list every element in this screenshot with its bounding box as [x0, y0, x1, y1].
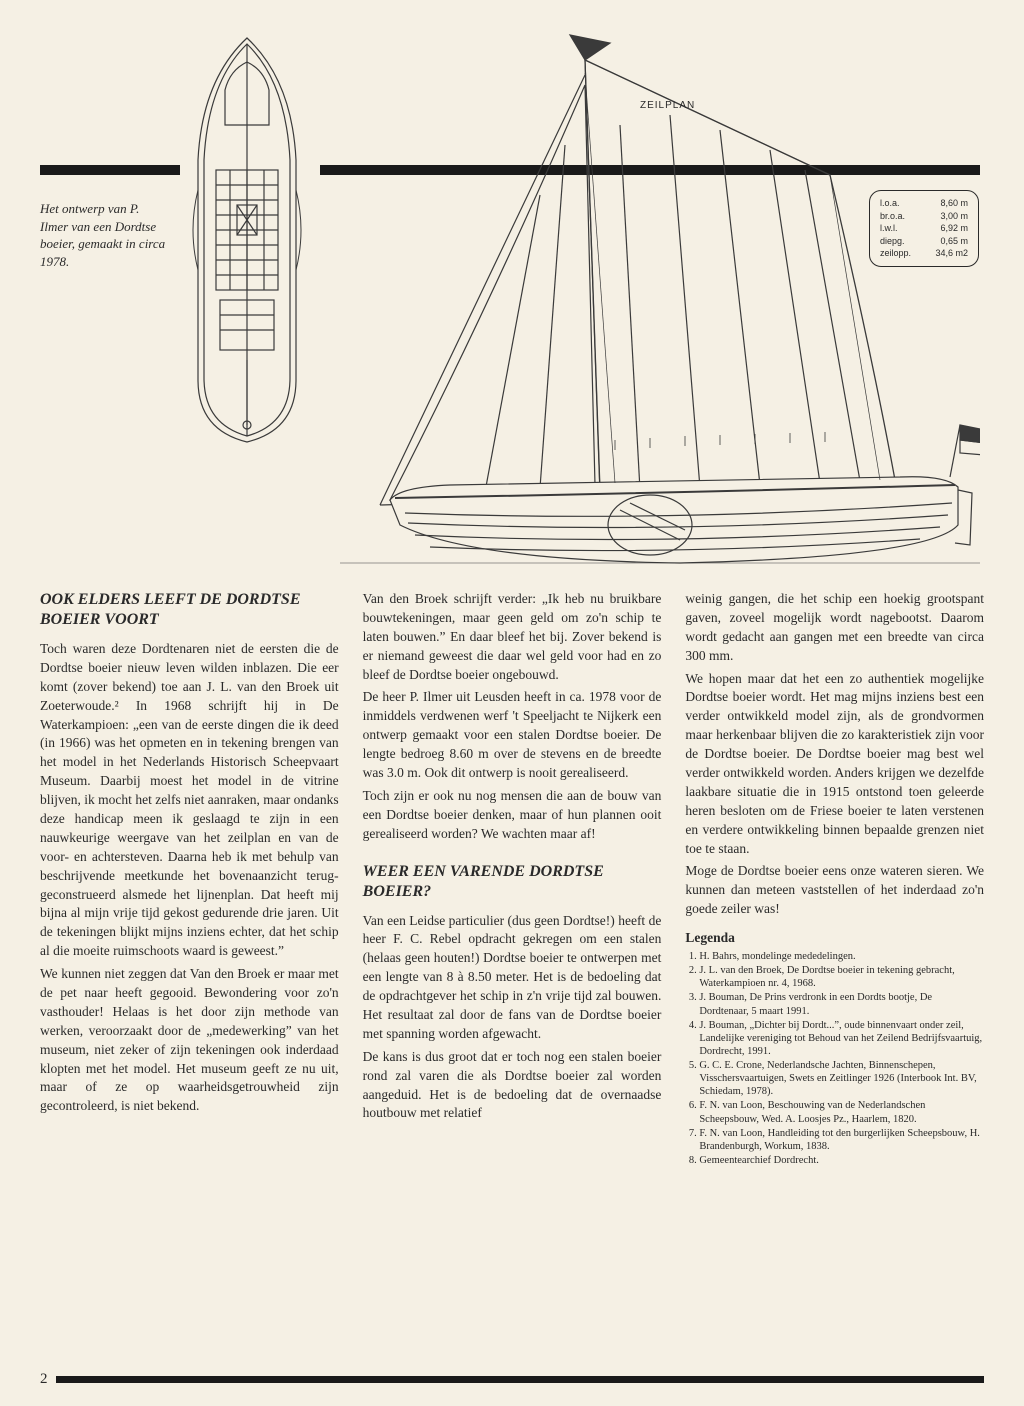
spec-value: 34,6 m2	[935, 247, 968, 260]
legenda-item: J. L. van den Broek, De Dordtse boeier i…	[699, 964, 984, 990]
spec-value: 3,00 m	[940, 210, 968, 223]
legenda-heading: Legenda	[685, 929, 984, 948]
article-body: OOK ELDERS LEEFT DE DORDTSE BOEIER VOORT…	[40, 590, 984, 1168]
spec-label: br.o.a.	[880, 210, 905, 223]
paragraph: Moge de Dordtse boeier eens onze wateren…	[685, 862, 984, 919]
horizontal-rule-left	[40, 165, 180, 175]
column-2: Van den Broek schrijft verder: „Ik heb n…	[363, 590, 662, 1168]
spec-label: diepg.	[880, 235, 905, 248]
paragraph: De kans is dus groot dat er toch nog een…	[363, 1048, 662, 1124]
specifications-box: l.o.a.8,60 m br.o.a.3,00 m l.w.l.6,92 m …	[869, 190, 979, 267]
spec-label: zeilopp.	[880, 247, 911, 260]
legenda-item: F. N. van Loon, Handleiding tot den burg…	[699, 1127, 984, 1153]
figure-area: Het ontwerp van P. Ilmer van een Dordtse…	[40, 20, 984, 580]
sail-plan-label: ZEILPLAN	[640, 100, 695, 111]
paragraph: Toch waren deze Dordtenaren niet de eers…	[40, 640, 339, 961]
page-footer: 2	[40, 1371, 984, 1388]
figure-caption: Het ontwerp van P. Ilmer van een Dordtse…	[40, 200, 170, 270]
legenda-list: H. Bahrs, mondelinge mededelingen. J. L.…	[685, 950, 984, 1167]
spec-value: 8,60 m	[940, 197, 968, 210]
paragraph: weinig gangen, die het schip een hoekig …	[685, 590, 984, 666]
paragraph: Van een Leidse particulier (dus geen Dor…	[363, 912, 662, 1044]
legenda-item: F. N. van Loon, Beschouwing van de Neder…	[699, 1099, 984, 1125]
paragraph: Toch zijn er ook nu nog mensen die aan d…	[363, 787, 662, 844]
column-3: weinig gangen, die het schip een hoekig …	[685, 590, 984, 1168]
paragraph: De heer P. Ilmer uit Leusden heeft in ca…	[363, 688, 662, 782]
legenda-item: H. Bahrs, mondelinge mededelingen.	[699, 950, 984, 963]
spec-value: 0,65 m	[940, 235, 968, 248]
paragraph: Van den Broek schrijft verder: „Ik heb n…	[363, 590, 662, 684]
section-heading: OOK ELDERS LEEFT DE DORDTSE BOEIER VOORT	[40, 590, 339, 630]
legenda-item: J. Bouman, „Dichter bij Dordt...”, oude …	[699, 1019, 984, 1058]
spec-value: 6,92 m	[940, 222, 968, 235]
spec-label: l.w.l.	[880, 222, 898, 235]
footer-rule	[56, 1376, 985, 1383]
column-1: OOK ELDERS LEEFT DE DORDTSE BOEIER VOORT…	[40, 590, 339, 1168]
page-number: 2	[40, 1371, 48, 1388]
deck-plan-drawing	[180, 30, 315, 450]
section-heading: WEER EEN VARENDE DORDTSE BOEIER?	[363, 862, 662, 902]
paragraph: We hopen maar dat het een zo authentiek …	[685, 670, 984, 859]
legenda-item: G. C. E. Crone, Nederlandsche Jachten, B…	[699, 1059, 984, 1098]
legenda-item: J. Bouman, De Prins verdronk in een Dord…	[699, 991, 984, 1017]
legenda-item: Gemeentearchief Dordrecht.	[699, 1154, 984, 1167]
spec-label: l.o.a.	[880, 197, 900, 210]
paragraph: We kunnen niet zeggen dat Van den Broek …	[40, 965, 339, 1116]
